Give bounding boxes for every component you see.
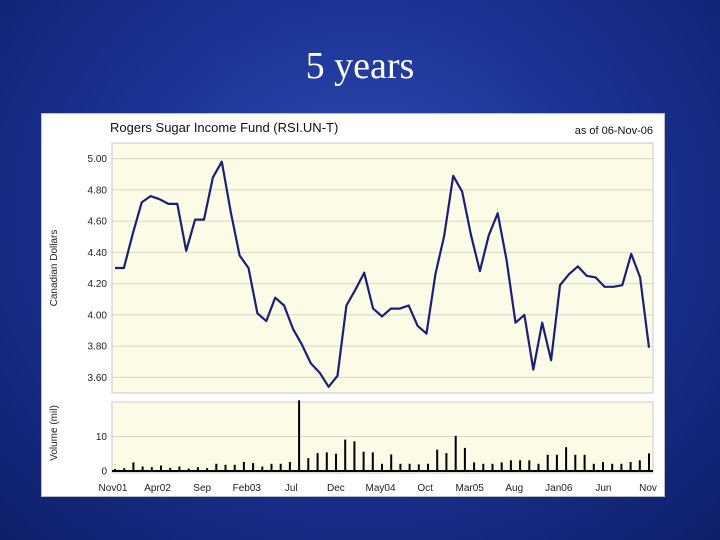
x-tick-label: Jun — [595, 483, 611, 494]
volume-bar — [335, 453, 337, 472]
volume-bar — [252, 463, 255, 471]
price-tick-label: 3.80 — [88, 342, 108, 353]
volume-tick-label: 10 — [96, 432, 108, 443]
volume-bar — [408, 463, 411, 471]
volume-bar — [233, 464, 236, 471]
volume-bar — [528, 460, 531, 471]
volume-bar — [353, 441, 356, 471]
volume-bar — [555, 454, 558, 471]
volume-bar — [288, 462, 291, 471]
volume-bar — [482, 463, 485, 471]
volume-bar — [574, 454, 577, 471]
volume-bar — [583, 454, 586, 471]
volume-bar — [381, 463, 383, 471]
price-axis-label: Canadian Dollars — [49, 230, 60, 307]
volume-bar — [436, 449, 439, 471]
price-tick-label: 3.60 — [88, 373, 108, 384]
price-tick-label: 5.00 — [88, 154, 108, 165]
x-tick-label: Nov01 — [99, 483, 128, 494]
volume-bar — [169, 467, 172, 471]
x-tick-label: Jan06 — [545, 483, 573, 494]
price-series-line — [115, 160, 651, 388]
volume-bar — [473, 462, 476, 471]
volume-bar — [206, 468, 209, 471]
volume-bar — [344, 439, 347, 471]
x-tick-label: Feb03 — [233, 483, 262, 494]
volume-bar — [325, 452, 328, 471]
volume-bar — [307, 458, 310, 471]
volume-bar — [454, 435, 457, 471]
x-tick-label: Apr02 — [144, 483, 171, 494]
volume-bar — [629, 462, 632, 471]
volume-bar — [224, 464, 227, 471]
volume-bar — [427, 463, 429, 471]
x-tick-label: Mar05 — [456, 483, 485, 494]
volume-bar — [298, 400, 301, 471]
x-tick-label: Jul — [285, 483, 298, 494]
x-tick-label: Nov — [639, 483, 657, 494]
volume-bar — [261, 466, 264, 471]
volume-bar — [445, 453, 448, 471]
volume-bar — [565, 447, 568, 471]
x-tick-label: Dec — [327, 483, 345, 494]
x-tick-label: Oct — [417, 483, 433, 494]
price-tick-label: 4.40 — [88, 248, 108, 259]
volume-bar — [178, 466, 181, 471]
volume-bar — [592, 463, 595, 471]
volume-bar — [648, 453, 650, 471]
volume-bar — [602, 462, 604, 471]
volume-bar — [141, 466, 144, 471]
volume-bar — [196, 467, 199, 471]
volume-bar — [132, 462, 135, 471]
volume-bar — [316, 453, 319, 471]
volume-bar — [187, 468, 190, 471]
slide-title: 5 years — [305, 45, 415, 87]
volume-tick-label: 0 — [101, 467, 107, 478]
volume-plot-area — [111, 401, 654, 474]
volume-bar — [399, 463, 402, 471]
price-plot-area — [111, 142, 654, 394]
volume-bar — [114, 468, 116, 471]
volume-bar — [546, 454, 549, 471]
volume-bar — [500, 462, 503, 471]
volume-bar — [417, 464, 420, 471]
price-tick-label: 4.80 — [88, 185, 108, 196]
chart-panel: Rogers Sugar Income Fund (RSI.UN-T) as o… — [41, 113, 665, 497]
x-tick-label: Sep — [193, 483, 211, 494]
volume-bar — [215, 463, 218, 471]
volume-bar — [371, 452, 374, 471]
volume-bar — [150, 467, 153, 471]
volume-bar — [160, 465, 162, 471]
volume-bar — [463, 447, 466, 471]
volume-bar — [620, 463, 623, 471]
price-tick-label: 4.60 — [88, 217, 108, 228]
price-tick-label: 4.00 — [88, 310, 108, 321]
volume-bar — [611, 463, 614, 471]
x-tick-label: May04 — [365, 483, 395, 494]
price-tick-label: 4.20 — [88, 279, 108, 290]
as-of-date: as of 06-Nov-06 — [575, 125, 653, 137]
volume-bar — [242, 462, 245, 471]
chart-title: Rogers Sugar Income Fund (RSI.UN-T) — [110, 120, 338, 135]
volume-bar — [123, 468, 126, 471]
volume-bar — [362, 451, 365, 471]
volume-bar — [390, 454, 393, 471]
volume-bar — [270, 463, 273, 471]
volume-bar — [537, 463, 540, 471]
volume-bar — [519, 460, 522, 471]
volume-bar — [638, 460, 641, 471]
stock-chart: Rogers Sugar Income Fund (RSI.UN-T) as o… — [41, 113, 665, 497]
volume-axis-label: Volume (mil) — [49, 405, 60, 461]
volume-bar — [491, 463, 494, 471]
x-tick-label: Aug — [505, 483, 523, 494]
volume-bar — [279, 463, 282, 471]
volume-bar — [509, 460, 512, 471]
